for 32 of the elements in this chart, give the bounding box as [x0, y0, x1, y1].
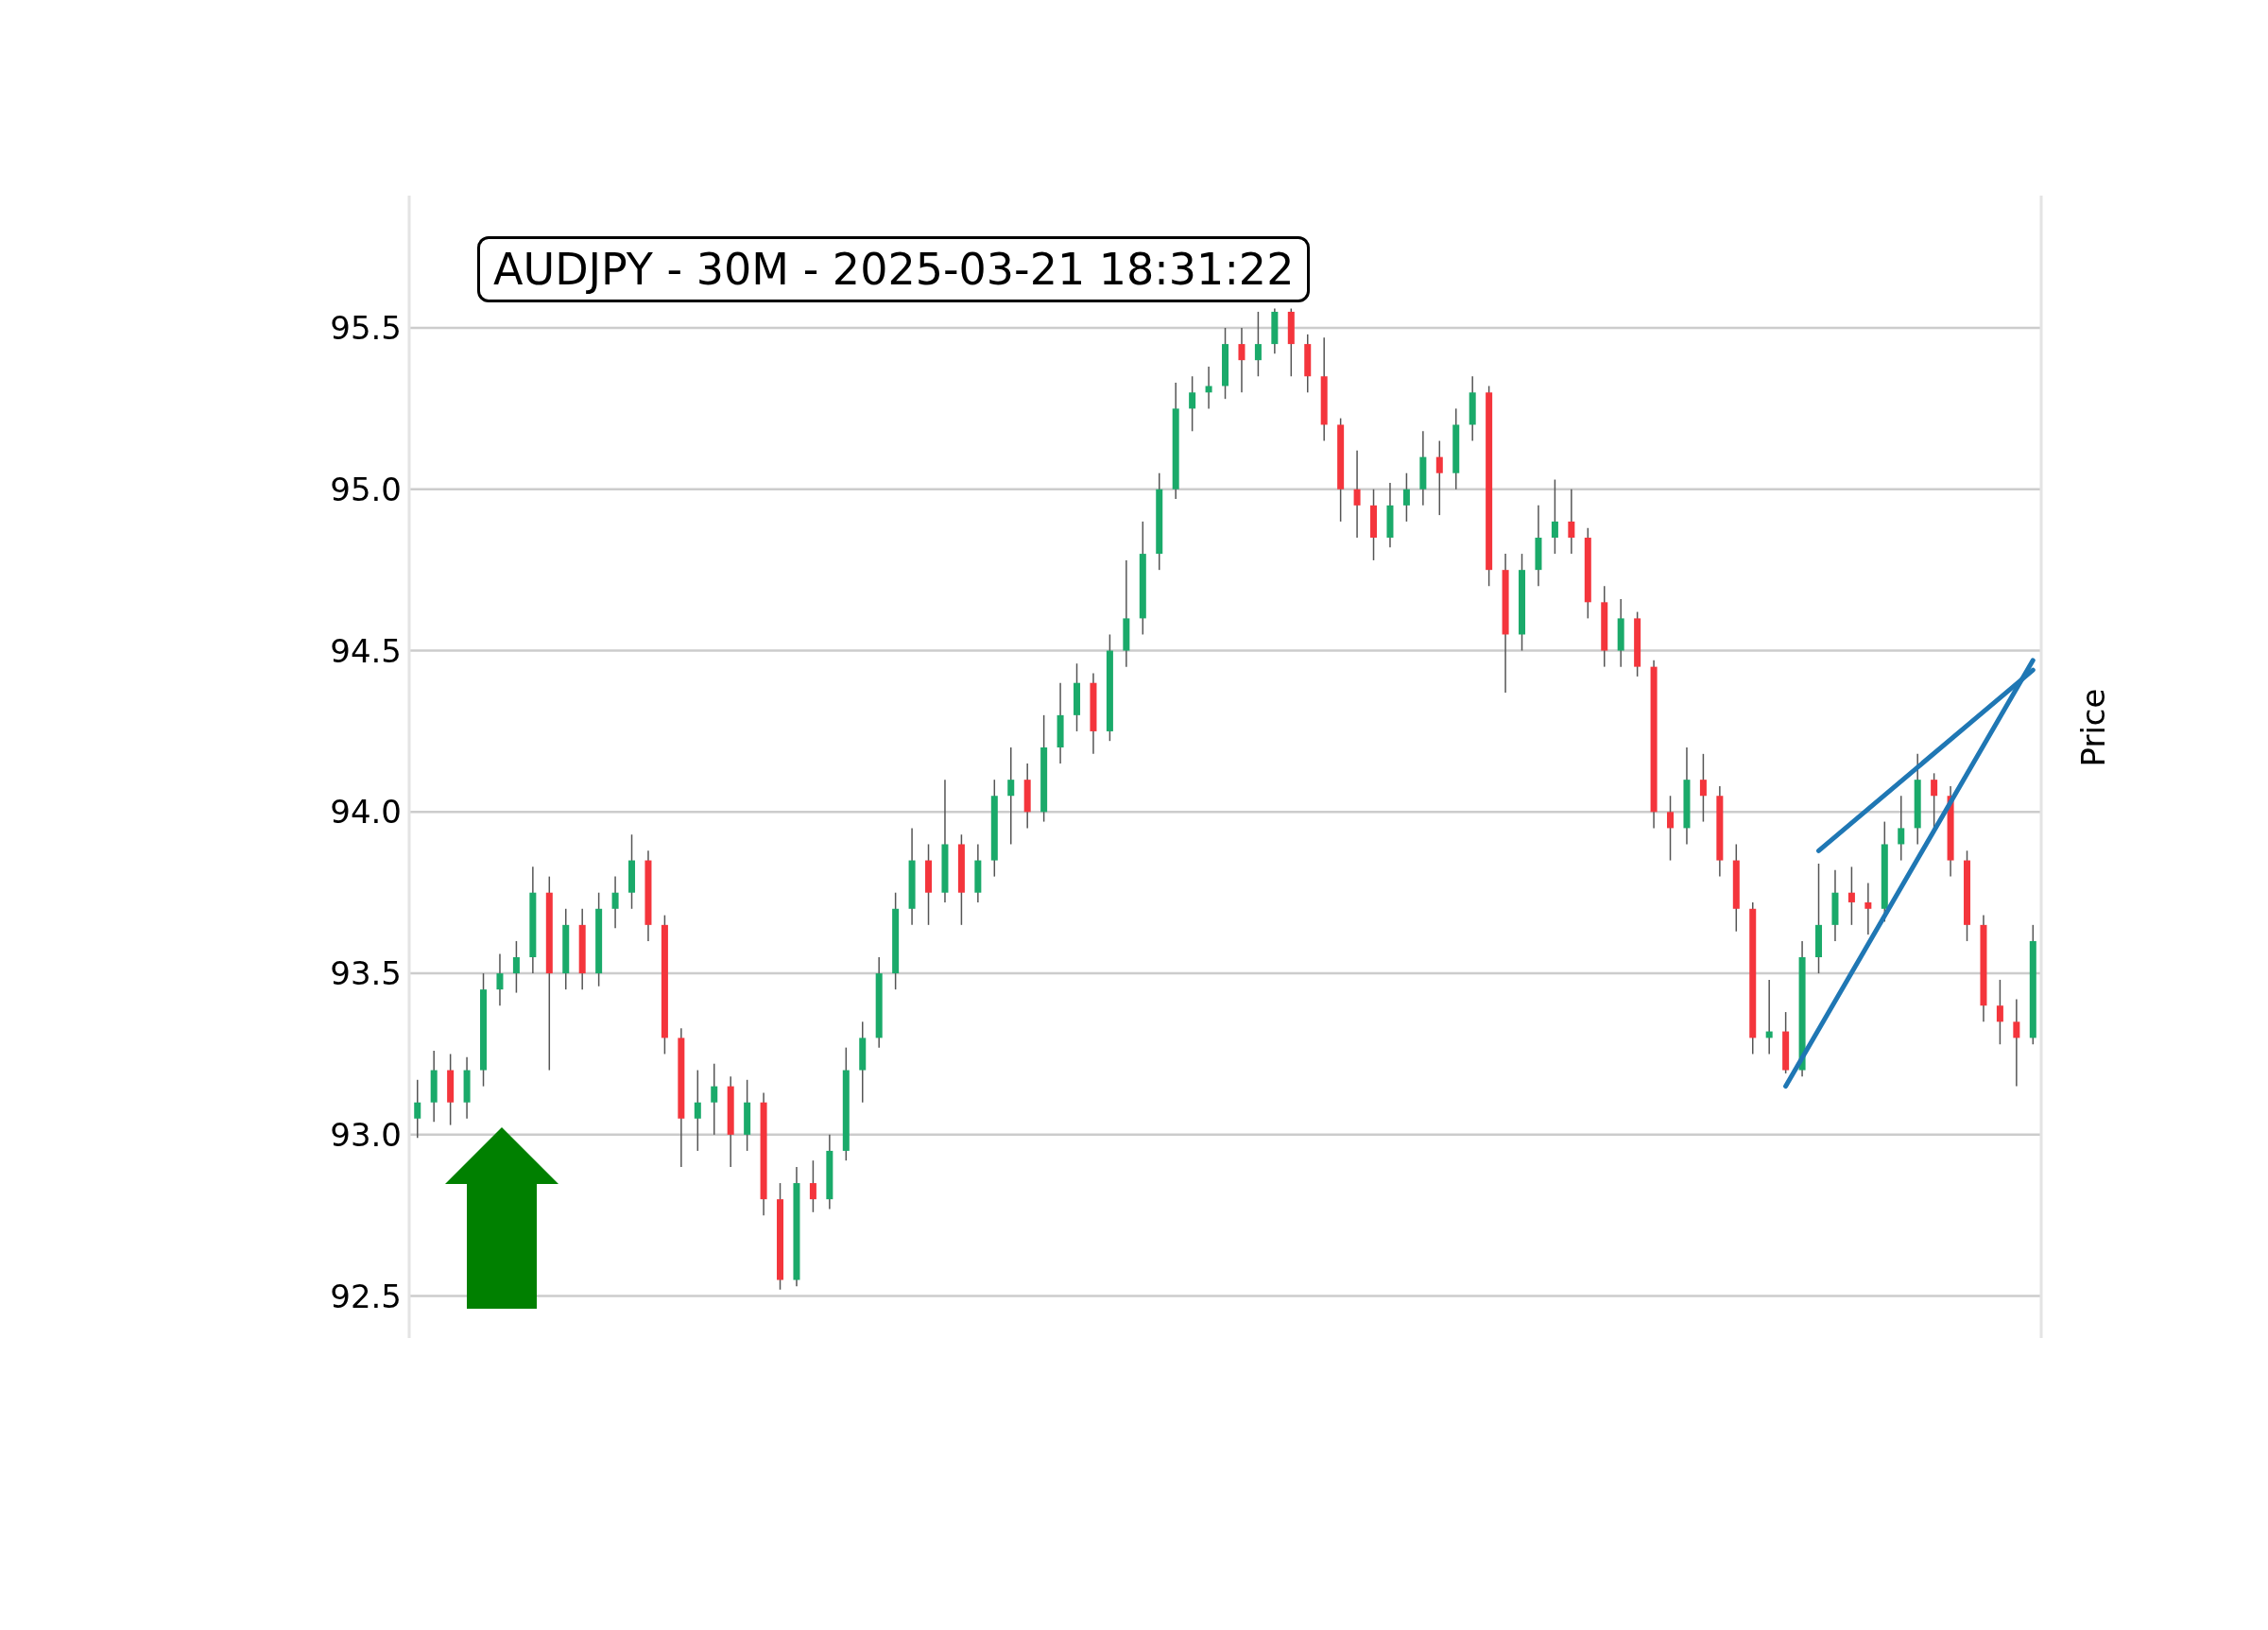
candlestick: [2013, 998, 2020, 1088]
y-tick-label: 93.0: [330, 1115, 402, 1154]
candlestick: [1435, 439, 1443, 516]
candlestick: [414, 1079, 421, 1139]
candlestick: [1898, 795, 1905, 862]
y-tick-label: 93.5: [330, 954, 402, 993]
y-tick-label: 94.0: [330, 793, 402, 832]
y-tick-label: 95.0: [330, 470, 402, 508]
candlestick: [1007, 746, 1015, 846]
candlestick: [1238, 327, 1246, 394]
candlestick: [711, 1062, 718, 1136]
y-tick-label: 92.5: [330, 1277, 402, 1315]
candlestick: [1667, 795, 1675, 862]
y-tick-label: 95.5: [330, 309, 402, 348]
candlestick: [1699, 753, 1707, 823]
candlestick: [1254, 311, 1262, 377]
candlestick: [694, 1069, 701, 1152]
candlestick: [512, 940, 520, 994]
candlestick: [1864, 882, 1872, 935]
candlestick: [1189, 375, 1196, 433]
candlestick: [496, 952, 504, 1006]
y-tick-label: 94.5: [330, 631, 402, 670]
candlestick: [1551, 478, 1558, 555]
candlestick: [1353, 450, 1361, 539]
candlestick: [1996, 979, 2003, 1045]
candlestick: [809, 1159, 816, 1213]
candlestick: [1847, 866, 1855, 926]
candlestick: [611, 875, 619, 930]
candlestick: [1402, 472, 1410, 523]
y-axis-title: Price: [2074, 688, 2113, 767]
text: AUDJPY - 30M - 2025-03-21 18:31:22: [477, 236, 1311, 302]
candlestick: [1568, 489, 1575, 555]
